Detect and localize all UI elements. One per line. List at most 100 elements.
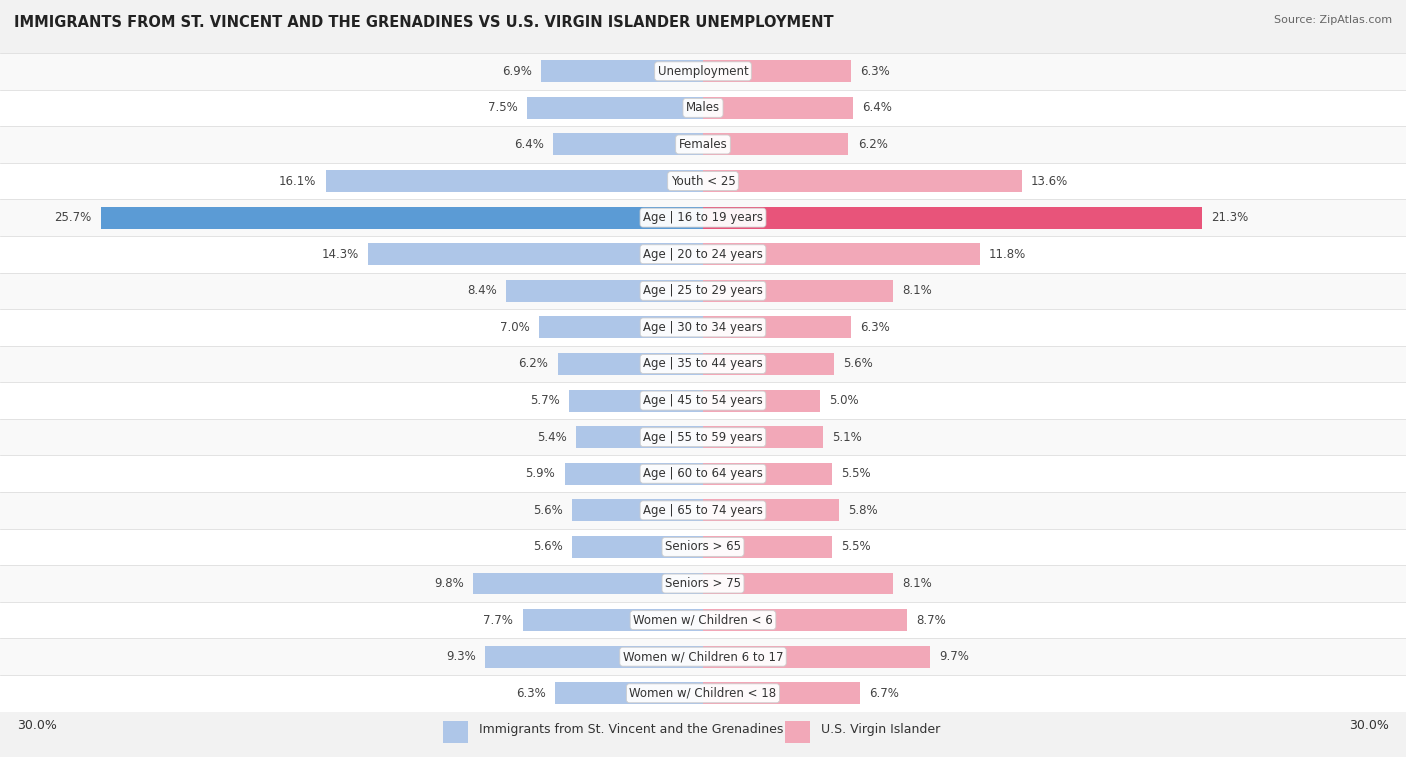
Bar <box>703 280 893 302</box>
Bar <box>703 207 1202 229</box>
Text: 6.3%: 6.3% <box>860 321 890 334</box>
Bar <box>558 353 703 375</box>
Text: 30.0%: 30.0% <box>1350 718 1389 731</box>
Bar <box>565 463 703 484</box>
Text: 7.5%: 7.5% <box>488 101 517 114</box>
Text: 6.4%: 6.4% <box>862 101 893 114</box>
Bar <box>703 61 851 83</box>
Text: Age | 30 to 34 years: Age | 30 to 34 years <box>643 321 763 334</box>
Bar <box>0 309 1406 346</box>
Bar <box>0 565 1406 602</box>
Text: 30.0%: 30.0% <box>17 718 56 731</box>
Text: 6.7%: 6.7% <box>869 687 900 699</box>
Bar <box>555 682 703 704</box>
Bar <box>572 536 703 558</box>
Bar <box>485 646 703 668</box>
Text: U.S. Virgin Islander: U.S. Virgin Islander <box>821 724 941 737</box>
Bar <box>0 126 1406 163</box>
Text: 5.5%: 5.5% <box>841 540 870 553</box>
Text: 14.3%: 14.3% <box>322 248 359 260</box>
Text: Age | 35 to 44 years: Age | 35 to 44 years <box>643 357 763 370</box>
Text: Women w/ Children 6 to 17: Women w/ Children 6 to 17 <box>623 650 783 663</box>
FancyBboxPatch shape <box>785 721 810 743</box>
Text: Age | 60 to 64 years: Age | 60 to 64 years <box>643 467 763 480</box>
Bar <box>368 243 703 265</box>
Text: Seniors > 65: Seniors > 65 <box>665 540 741 553</box>
Text: 5.6%: 5.6% <box>533 504 562 517</box>
Text: 25.7%: 25.7% <box>55 211 91 224</box>
Bar <box>703 316 851 338</box>
Bar <box>703 572 893 594</box>
Bar <box>703 463 832 484</box>
Bar <box>506 280 703 302</box>
Text: Youth < 25: Youth < 25 <box>671 175 735 188</box>
Text: 5.0%: 5.0% <box>830 394 859 407</box>
Text: Seniors > 75: Seniors > 75 <box>665 577 741 590</box>
Text: 9.7%: 9.7% <box>939 650 970 663</box>
Bar <box>0 638 1406 675</box>
Bar <box>523 609 703 631</box>
Bar <box>703 390 820 412</box>
Bar <box>527 97 703 119</box>
Bar <box>703 536 832 558</box>
Bar <box>703 353 834 375</box>
Text: Age | 25 to 29 years: Age | 25 to 29 years <box>643 285 763 298</box>
Text: 8.1%: 8.1% <box>903 285 932 298</box>
Bar <box>101 207 703 229</box>
Text: 7.7%: 7.7% <box>484 614 513 627</box>
Text: Age | 20 to 24 years: Age | 20 to 24 years <box>643 248 763 260</box>
Text: 6.3%: 6.3% <box>516 687 546 699</box>
Text: Immigrants from St. Vincent and the Grenadines: Immigrants from St. Vincent and the Gren… <box>479 724 783 737</box>
Text: 5.9%: 5.9% <box>526 467 555 480</box>
Bar <box>0 675 1406 712</box>
Text: Age | 55 to 59 years: Age | 55 to 59 years <box>643 431 763 444</box>
Text: 8.7%: 8.7% <box>917 614 946 627</box>
Text: 6.3%: 6.3% <box>860 65 890 78</box>
Text: 5.4%: 5.4% <box>537 431 567 444</box>
Text: 6.2%: 6.2% <box>858 138 887 151</box>
Bar <box>0 89 1406 126</box>
Bar <box>0 602 1406 638</box>
Text: 21.3%: 21.3% <box>1212 211 1249 224</box>
Bar <box>0 53 1406 89</box>
Bar <box>553 133 703 155</box>
Text: Age | 65 to 74 years: Age | 65 to 74 years <box>643 504 763 517</box>
Text: 9.8%: 9.8% <box>434 577 464 590</box>
Bar <box>0 346 1406 382</box>
Bar <box>0 199 1406 236</box>
Bar <box>0 492 1406 528</box>
Bar <box>703 243 980 265</box>
Text: Males: Males <box>686 101 720 114</box>
Text: 7.0%: 7.0% <box>501 321 530 334</box>
Text: Unemployment: Unemployment <box>658 65 748 78</box>
Bar <box>569 390 703 412</box>
Text: IMMIGRANTS FROM ST. VINCENT AND THE GRENADINES VS U.S. VIRGIN ISLANDER UNEMPLOYM: IMMIGRANTS FROM ST. VINCENT AND THE GREN… <box>14 15 834 30</box>
Bar <box>576 426 703 448</box>
FancyBboxPatch shape <box>443 721 468 743</box>
Text: Age | 45 to 54 years: Age | 45 to 54 years <box>643 394 763 407</box>
Text: Source: ZipAtlas.com: Source: ZipAtlas.com <box>1274 15 1392 25</box>
Bar <box>703 500 839 522</box>
Bar <box>541 61 703 83</box>
Text: 5.5%: 5.5% <box>841 467 870 480</box>
Text: 6.9%: 6.9% <box>502 65 531 78</box>
Bar <box>0 163 1406 199</box>
Bar <box>703 170 1022 192</box>
Bar <box>474 572 703 594</box>
Bar <box>703 646 931 668</box>
Text: 6.4%: 6.4% <box>513 138 544 151</box>
Bar <box>703 682 860 704</box>
Text: 5.1%: 5.1% <box>832 431 862 444</box>
Text: Women w/ Children < 6: Women w/ Children < 6 <box>633 614 773 627</box>
Bar <box>0 419 1406 456</box>
Text: 5.8%: 5.8% <box>848 504 877 517</box>
Text: Females: Females <box>679 138 727 151</box>
Text: 16.1%: 16.1% <box>278 175 316 188</box>
Text: 8.1%: 8.1% <box>903 577 932 590</box>
Bar <box>0 236 1406 273</box>
Text: Age | 16 to 19 years: Age | 16 to 19 years <box>643 211 763 224</box>
Bar <box>326 170 703 192</box>
Text: 5.6%: 5.6% <box>844 357 873 370</box>
Bar <box>703 133 848 155</box>
Bar <box>703 426 823 448</box>
